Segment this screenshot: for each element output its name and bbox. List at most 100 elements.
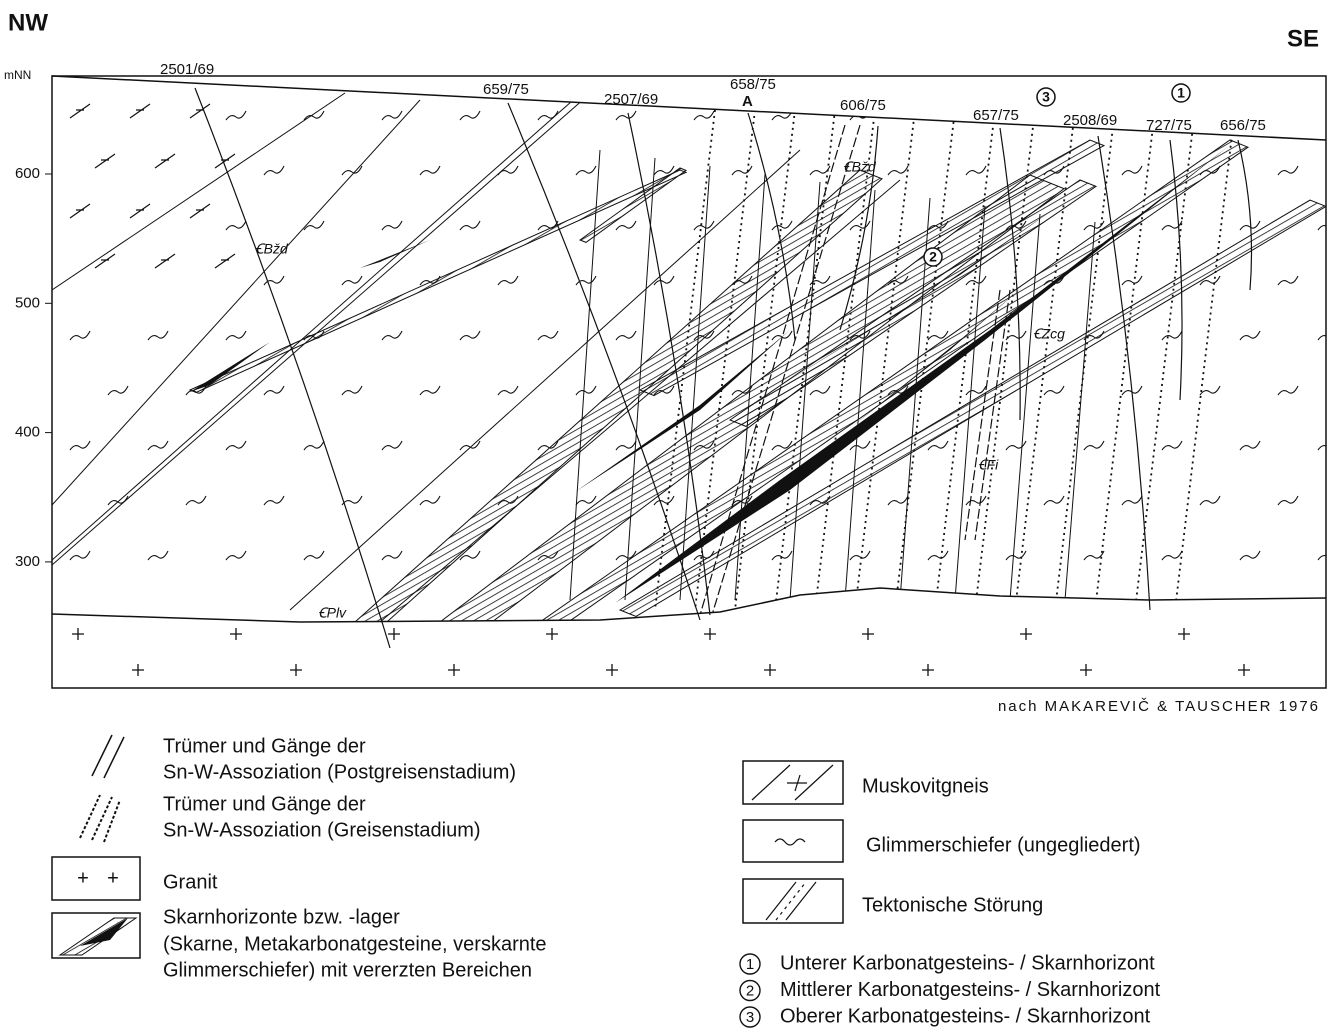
legend-text: Trümer und Gänge der: [163, 793, 366, 815]
legend-text: Granit: [163, 871, 218, 893]
schist-symbol: [1044, 496, 1064, 505]
gneiss-symbol: [155, 154, 175, 168]
layer-line: [52, 100, 420, 505]
schist-symbol: [1240, 551, 1260, 560]
schist-symbol: [1006, 551, 1026, 560]
schist-symbol: [850, 551, 870, 560]
gneiss-symbol: [155, 254, 175, 268]
schist-symbol: [226, 441, 246, 450]
granite-symbol: [72, 628, 84, 640]
gneiss-symbol: [70, 204, 90, 218]
legend-text: Unterer Karbonatgesteins- / Skarnhorizon…: [780, 952, 1155, 974]
skarn-band: [355, 170, 882, 631]
borehole-label: 2508/69: [1063, 112, 1117, 129]
schist-symbol: [1278, 496, 1298, 505]
schist-symbol: [460, 331, 480, 340]
granite-symbol: [862, 628, 874, 640]
schist-symbol: [226, 111, 246, 120]
borehole-label: 659/75: [483, 81, 529, 98]
schist-symbol: [498, 276, 518, 285]
gneiss-symbol: [130, 104, 150, 118]
horizon-number: 2: [746, 982, 754, 999]
elevation-label: 600: [15, 165, 40, 182]
schist-symbol: [928, 111, 948, 120]
postgreisen-vein: [1065, 222, 1095, 600]
borehole-label: 727/75: [1146, 117, 1192, 134]
schist-symbol: [382, 111, 402, 120]
schist-symbol: [810, 386, 830, 395]
schist-symbol: [264, 166, 284, 175]
schist-symbol: [616, 441, 636, 450]
page: NW SE mNN 2501/69 659/75 2507/69 658/75 …: [0, 0, 1333, 1033]
schist-symbol: [148, 551, 168, 560]
schist-symbol: [226, 221, 246, 230]
schist-symbol: [1200, 496, 1220, 505]
granite-symbol: [132, 664, 144, 676]
granite-symbol: [1080, 664, 1092, 676]
horizon-number: 2: [929, 249, 937, 265]
schist-symbol: [694, 221, 714, 230]
legend-text: Tektonische Störung: [862, 894, 1043, 916]
schist-symbol: [264, 496, 284, 505]
granite-contact: [52, 588, 1326, 622]
unit-label: ꞒFi: [978, 457, 999, 473]
schist-symbol: [1240, 331, 1260, 340]
granite-symbol: [290, 664, 302, 676]
schist-symbol: [732, 166, 752, 175]
schist-symbol: [616, 221, 636, 230]
schist-symbol: [966, 166, 986, 175]
legend-text: Mittlerer Karbonatgesteins- / Skarnhoriz…: [780, 979, 1161, 1001]
schist-symbol: [1122, 276, 1142, 285]
postgreisen-vein: [1010, 214, 1040, 600]
schist-symbol: [850, 441, 870, 450]
schist-symbol: [654, 276, 674, 285]
granite-symbol: [606, 664, 618, 676]
unit-label: ꞒBžd: [255, 241, 289, 257]
schist-symbol: [775, 839, 805, 845]
granite-symbol: [448, 664, 460, 676]
horizon-legend: 1 Unterer Karbonatgesteins- / Skarnhorizo…: [740, 952, 1161, 1027]
schist-symbol: [1162, 331, 1182, 340]
schist-symbol: [498, 166, 518, 175]
schist-symbol: [1278, 276, 1298, 285]
ore-lens: [360, 240, 430, 268]
schist-symbol: [304, 551, 324, 560]
schist-symbol: [148, 441, 168, 450]
skarn-band: [190, 170, 686, 392]
schist-box: [743, 820, 843, 862]
legend-text: Sn-W-Assoziation (Greisenstadium): [163, 819, 481, 841]
schist-symbol: [1122, 166, 1142, 175]
schist-symbol: [1084, 441, 1104, 450]
schist-symbol: [498, 386, 518, 395]
schist-symbol: [420, 386, 440, 395]
schist-symbol: [304, 221, 324, 230]
frame: [52, 76, 1326, 688]
schist-symbol: [304, 441, 324, 450]
granite-symbol: [1020, 628, 1032, 640]
schist-symbol: [928, 441, 948, 450]
borehole-label: 2507/69: [604, 91, 658, 108]
schist-symbol: [616, 111, 636, 120]
schist-symbol: [226, 551, 246, 560]
legend-text: Oberer Karbonatgesteins- / Skarnhorizont: [780, 1005, 1151, 1027]
schist-symbol: [1240, 441, 1260, 450]
schist-symbol: [1278, 166, 1298, 175]
horizon-number: 1: [746, 956, 754, 973]
borehole-label: 606/75: [840, 97, 886, 114]
legend: Trümer und Gänge der Sn-W-Assoziation (P…: [52, 735, 1161, 1027]
gneiss-symbol: [215, 254, 235, 268]
schist-symbol: [460, 441, 480, 450]
granite-symbol: +: [107, 867, 119, 889]
schist-symbol: [226, 331, 246, 340]
granite-box: [52, 857, 140, 900]
schist-symbol: [772, 221, 792, 230]
granite-symbol: [546, 628, 558, 640]
schist-symbol: [576, 496, 596, 505]
schist-symbol: [342, 386, 362, 395]
gneiss-symbol: [130, 204, 150, 218]
schist-symbol: [382, 331, 402, 340]
borehole-marker: A: [742, 93, 753, 110]
gneiss-symbol: [752, 765, 833, 800]
granite-symbol: [1238, 664, 1250, 676]
schist-symbol: [928, 551, 948, 560]
